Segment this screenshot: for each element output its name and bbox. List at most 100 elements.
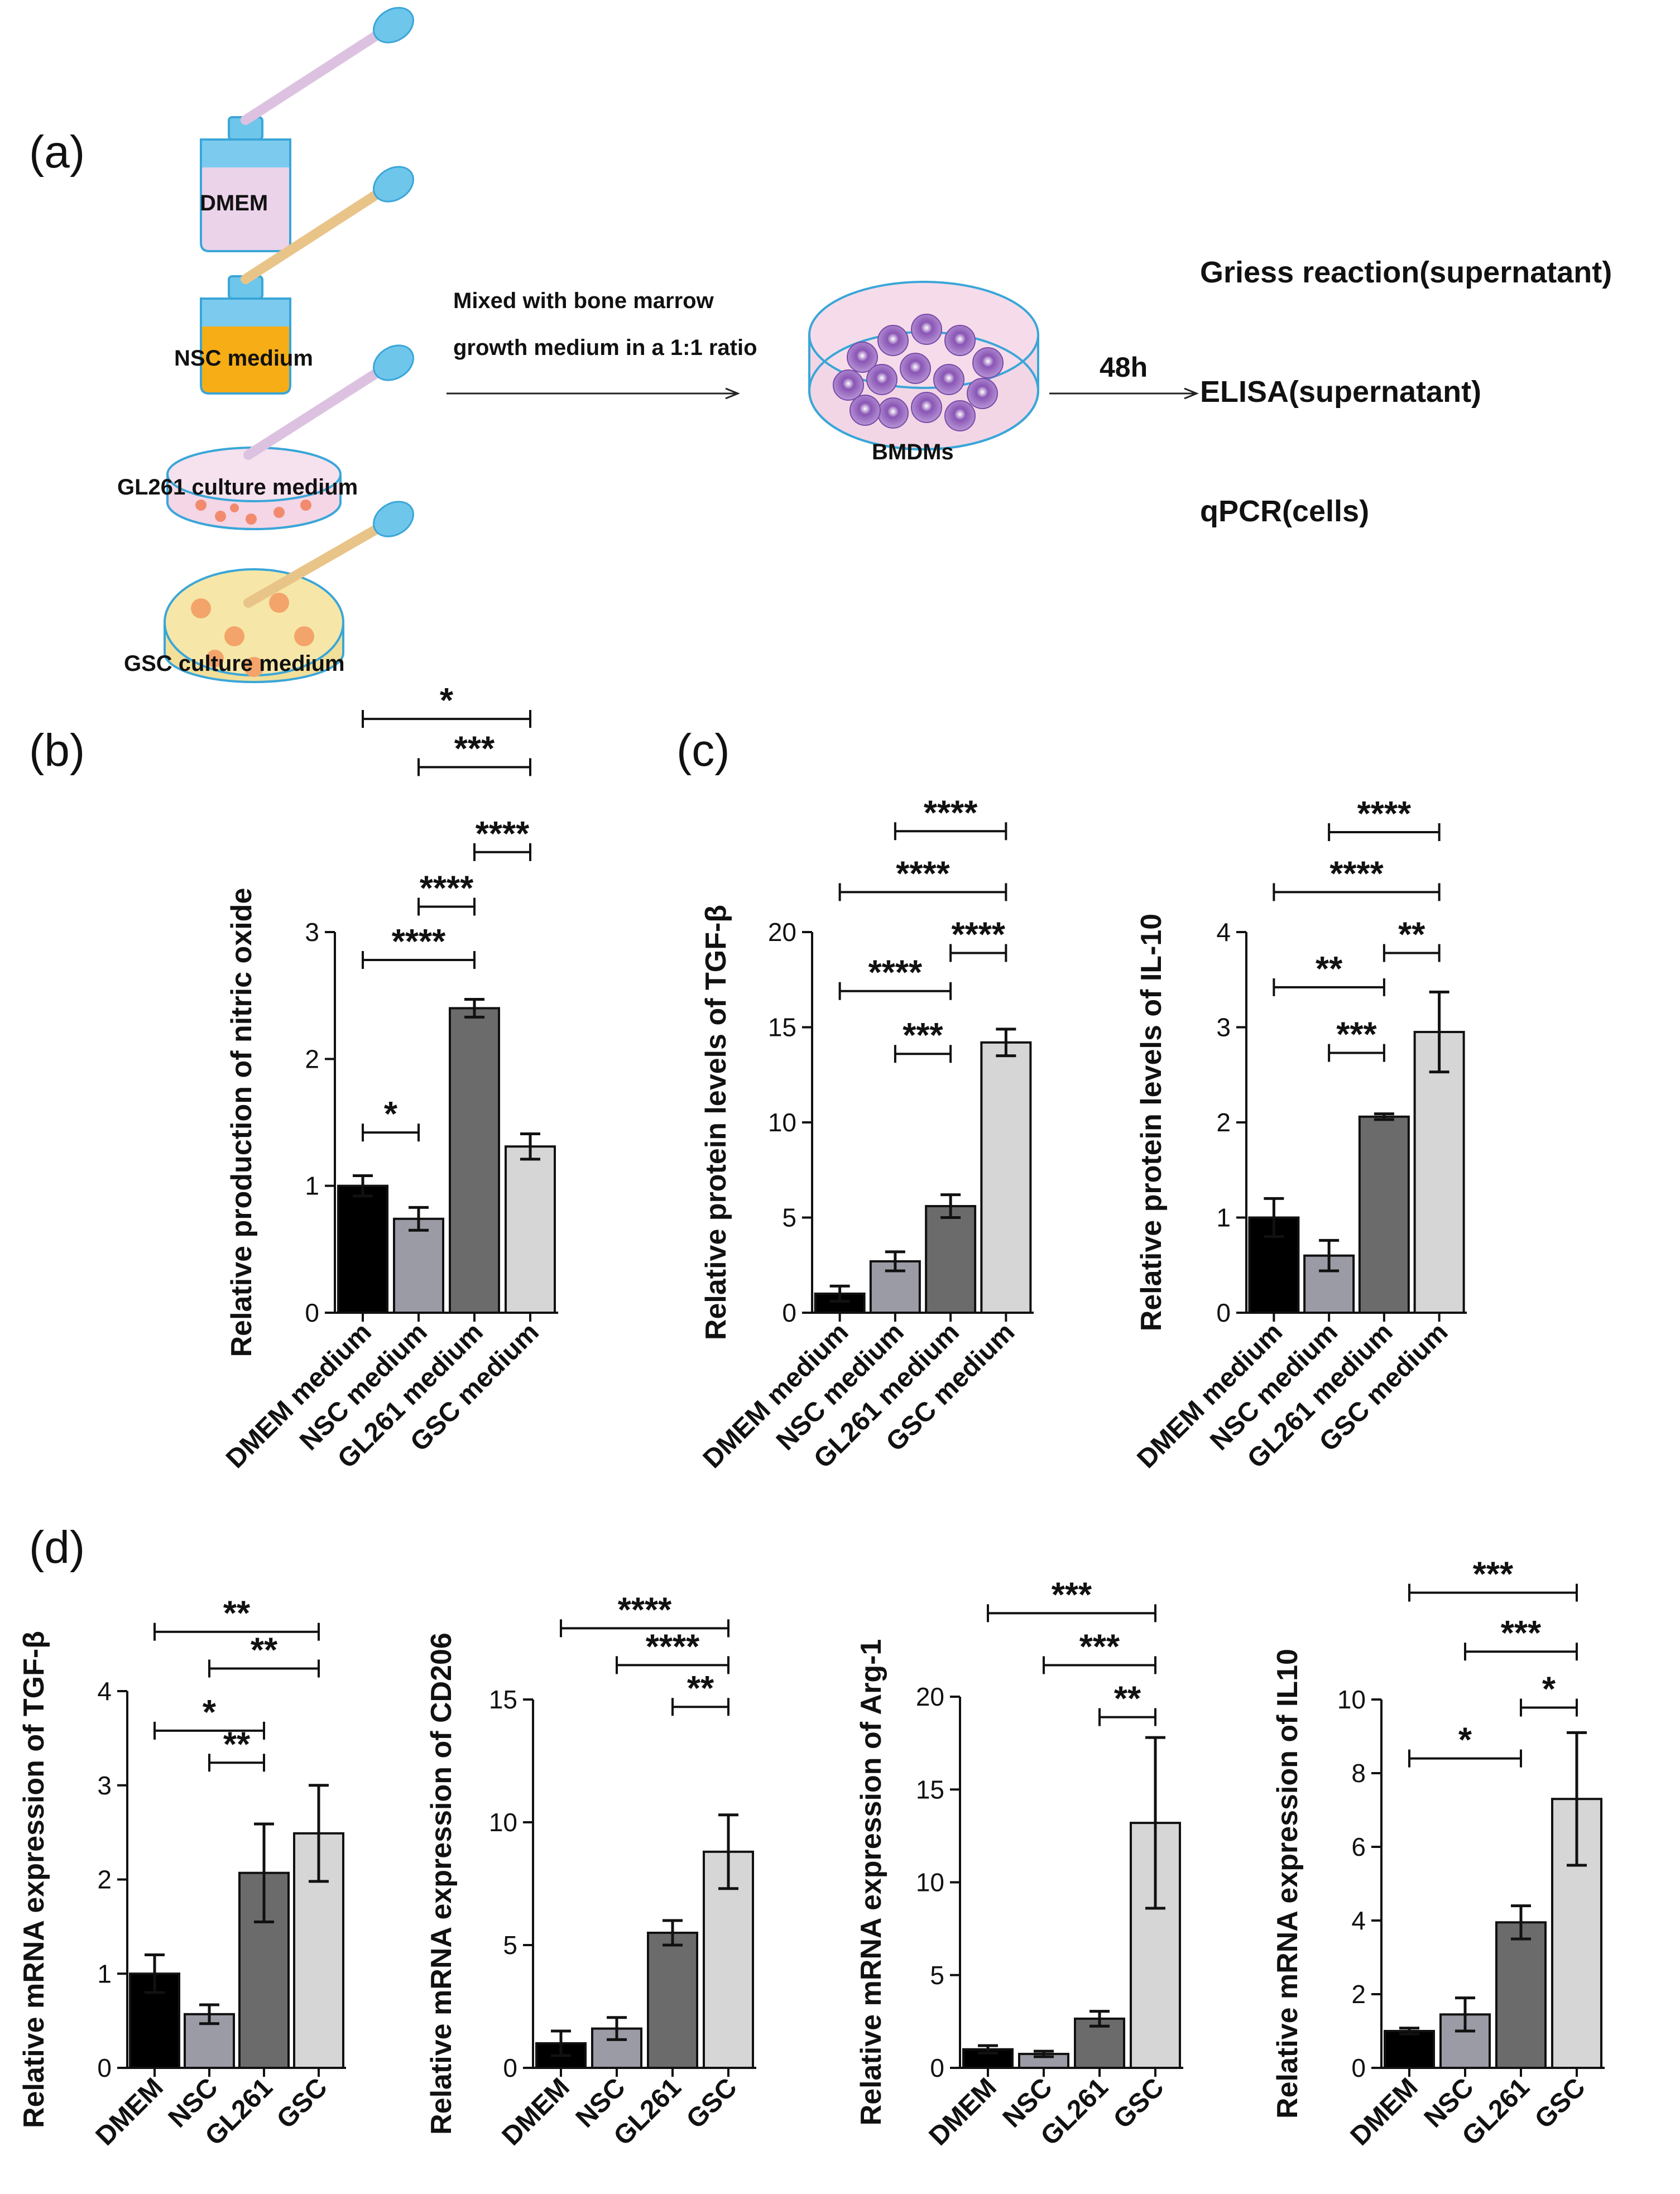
y-tick-label: 4	[97, 1677, 112, 1706]
source-label-dmem: DMEM	[200, 191, 268, 215]
y-tick-label: 2	[1351, 1980, 1366, 2009]
y-tick-label: 0	[97, 2053, 112, 2082]
significance-label: *	[1542, 1670, 1556, 1709]
time-label: 48h	[1100, 352, 1148, 383]
bmdm-dish-icon	[808, 281, 1039, 450]
y-tick-label: 15	[489, 1685, 517, 1714]
significance-label: *	[384, 1095, 398, 1134]
bar	[337, 1184, 388, 1314]
schematic: DMEM NSC medium GL261 culture medium	[117, 7, 1612, 683]
y-tick-label: 15	[768, 1013, 796, 1042]
y-tick-label: 3	[305, 918, 319, 947]
significance-label: ***	[1473, 1556, 1514, 1594]
assay-elisa: ELISA(supernatant)	[1200, 375, 1481, 409]
bar	[505, 1145, 556, 1314]
panel-label-a: (a)	[29, 127, 85, 177]
panel-label-d: (d)	[29, 1522, 85, 1573]
bar	[393, 1217, 444, 1314]
y-tick-label: 3	[1216, 1013, 1231, 1042]
significance-label: *	[203, 1693, 217, 1732]
y-tick-label: 20	[916, 1682, 944, 1711]
significance-label: ****	[646, 1628, 700, 1666]
bmdm-cell-icon	[972, 347, 1004, 378]
y-tick-label: 5	[503, 1931, 517, 1960]
y-tick-label: 10	[489, 1808, 517, 1837]
y-tick-label: 0	[930, 2053, 944, 2082]
bar	[1495, 1921, 1547, 2070]
category-label: DMEM	[1345, 2072, 1424, 2151]
significance-label: *	[1458, 1721, 1472, 1760]
significance-label: ****	[618, 1591, 672, 1629]
panel-label-c: (c)	[676, 725, 730, 776]
significance-label: ****	[924, 794, 978, 832]
bmdm-cell-icon	[967, 378, 998, 409]
gsc-dish-icon	[164, 501, 414, 683]
bar	[925, 1205, 977, 1314]
y-tick-label: 2	[97, 1865, 112, 1894]
bmdm-cell-icon	[944, 400, 976, 431]
y-tick-label: 0	[503, 2053, 517, 2082]
y-tick-label: 10	[916, 1868, 944, 1897]
y-tick-label: 4	[1351, 1906, 1366, 1935]
y-tick-label: 0	[1351, 2053, 1366, 2082]
significance-label: ****	[868, 954, 923, 992]
significance-label: ****	[951, 916, 1005, 954]
y-tick-label: 20	[768, 918, 796, 947]
source-label-nsc: NSC medium	[174, 346, 313, 371]
bar	[980, 1041, 1032, 1314]
category-label: GSC	[681, 2072, 743, 2134]
significance-label: ***	[903, 1016, 943, 1055]
assay-griess: Griess reaction(supernatant)	[1200, 256, 1612, 289]
y-axis-label: Relative protein levels of TGF-β	[700, 905, 732, 1340]
assay-qpcr: qPCR(cells)	[1200, 495, 1369, 528]
dish-label-bmdms: BMDMs	[872, 440, 954, 464]
y-tick-label: 0	[1216, 1298, 1231, 1327]
significance-label: ****	[392, 923, 446, 961]
bar	[449, 1007, 500, 1314]
category-label: GSC	[1108, 2072, 1170, 2134]
y-tick-label: 1	[97, 1959, 112, 1988]
bar	[1358, 1115, 1410, 1314]
bmdm-cell-icon	[900, 353, 931, 384]
bar	[1384, 2030, 1435, 2069]
bar	[1413, 1031, 1465, 1314]
bar	[647, 1932, 698, 2069]
bmdm-cell-icon	[877, 397, 909, 429]
significance-label: ****	[420, 870, 474, 908]
category-label: GSC	[271, 2072, 333, 2134]
panel-label-b: (b)	[29, 725, 85, 776]
significance-label: **	[223, 1595, 251, 1633]
gl261-dish-icon	[166, 344, 414, 530]
mix-text-line2: growth medium in a 1:1 ratio	[453, 335, 757, 360]
significance-label: ****	[476, 815, 530, 853]
y-tick-label: 1	[305, 1172, 319, 1201]
category-label: DMEM	[90, 2072, 169, 2151]
y-tick-label: 0	[782, 1298, 796, 1327]
significance-label: ****	[1329, 854, 1384, 893]
bmdm-cell-icon	[911, 314, 942, 345]
significance-label: ***	[1336, 1016, 1377, 1054]
significance-label: ****	[896, 854, 950, 893]
significance-label: **	[1398, 916, 1425, 954]
y-tick-label: 1	[1216, 1203, 1231, 1232]
category-label: GSC	[1529, 2072, 1591, 2134]
bmdm-cell-icon	[866, 364, 897, 395]
significance-label: **	[251, 1631, 278, 1670]
bmdm-cell-icon	[933, 364, 964, 395]
y-axis-label: Relative production of nitric oxide	[225, 888, 258, 1357]
y-tick-label: 10	[1337, 1685, 1366, 1714]
y-axis-label: Relative protein levels of IL-10	[1135, 914, 1168, 1331]
significance-label: ***	[1501, 1614, 1542, 1653]
bmdm-cell-icon	[833, 369, 864, 401]
y-axis-label: Relative mRNA expression of CD206	[425, 1633, 458, 2135]
source-label-gsc: GSC culture medium	[124, 651, 345, 676]
y-tick-label: 5	[930, 1961, 944, 1990]
y-tick-label: 0	[305, 1298, 319, 1327]
significance-label: ***	[1079, 1628, 1120, 1666]
bmdm-cell-icon	[944, 325, 976, 356]
